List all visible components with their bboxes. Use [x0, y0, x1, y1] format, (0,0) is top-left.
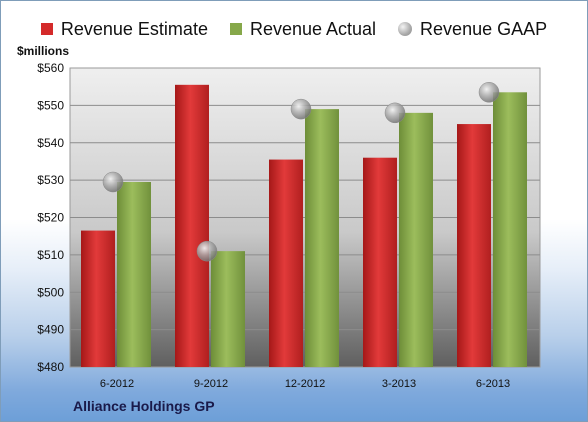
- bar-revenue-estimate: [175, 84, 209, 367]
- bar-revenue-actual: [493, 92, 527, 367]
- y-axis-ticks: $480 $490 $500 $510 $520 $530 $540 $550 $560: [37, 61, 64, 374]
- bar-revenue-actual: [211, 251, 245, 367]
- point-revenue-gaap: [102, 171, 124, 193]
- point-revenue-gaap: [290, 98, 312, 120]
- x-tick-label: 12-2012: [285, 378, 325, 390]
- x-tick-label: 6-2013: [476, 378, 510, 390]
- x-tick-label: 6-2012: [100, 378, 134, 390]
- x-tick-label: 3-2013: [382, 378, 416, 390]
- bar-revenue-actual: [399, 112, 433, 367]
- bars: [81, 84, 527, 368]
- y-tick-label: $550: [37, 98, 64, 112]
- y-tick-label: $540: [37, 136, 64, 150]
- legend-label-gaap: Revenue GAAP: [420, 18, 548, 39]
- point-revenue-gaap: [384, 102, 406, 124]
- x-axis-ticks: 6-2012 9-2012 12-2012 3-2013 6-2013: [100, 378, 510, 390]
- gaap-points: [102, 82, 500, 262]
- y-tick-label: $530: [37, 173, 64, 187]
- bar-revenue-estimate: [269, 159, 303, 367]
- legend-swatch-gaap: [398, 22, 413, 36]
- company-name: Alliance Holdings GP: [73, 398, 215, 414]
- y-tick-label: $490: [37, 323, 64, 337]
- bar-revenue-estimate: [457, 124, 491, 367]
- legend-swatch-actual: [229, 23, 242, 35]
- legend-swatch-estimate: [40, 23, 53, 35]
- point-revenue-gaap: [196, 240, 218, 262]
- y-tick-label: $520: [37, 211, 64, 225]
- bar-revenue-estimate: [363, 157, 397, 367]
- y-tick-label: $510: [37, 248, 64, 262]
- y-tick-label: $480: [37, 360, 64, 374]
- legend-item-gaap: Revenue GAAP: [398, 19, 547, 40]
- x-tick-label: 9-2012: [194, 378, 228, 390]
- legend-item-estimate: Revenue Estimate: [40, 18, 208, 40]
- y-axis-units-label: $millions: [17, 44, 70, 58]
- chart-legend: Revenue Estimate Revenue Actual Revenue …: [0, 14, 588, 44]
- bar-revenue-estimate: [81, 230, 115, 367]
- bar-revenue-actual: [117, 181, 151, 367]
- y-tick-label: $500: [37, 285, 64, 299]
- legend-label-estimate: Revenue Estimate: [60, 18, 208, 39]
- bar-revenue-actual: [305, 109, 339, 368]
- legend-label-actual: Revenue Actual: [249, 18, 377, 39]
- point-revenue-gaap: [478, 82, 500, 103]
- y-tick-label: $560: [37, 61, 64, 75]
- legend-item-actual: Revenue Actual: [229, 18, 377, 40]
